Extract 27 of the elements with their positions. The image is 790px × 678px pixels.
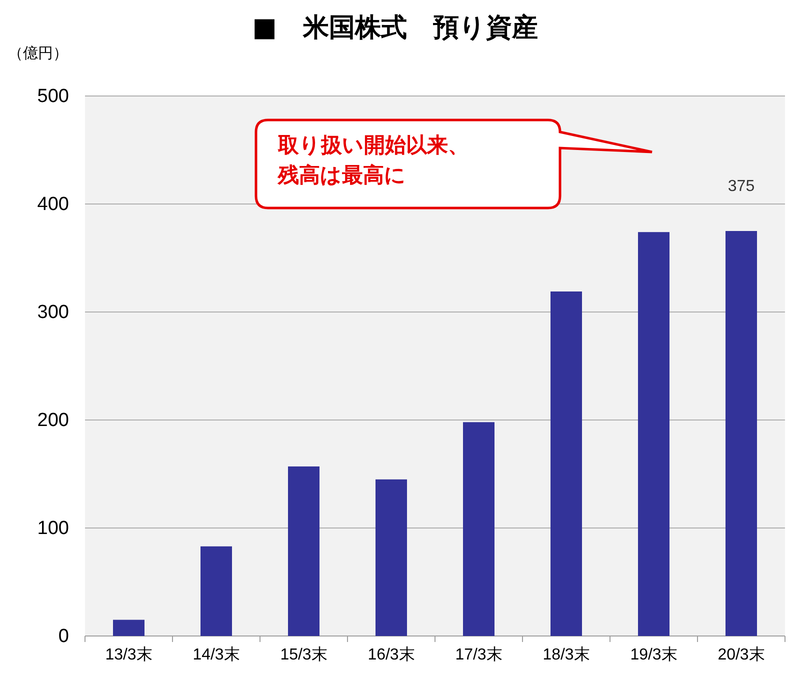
bar: [376, 479, 407, 636]
y-tick-label: 100: [37, 518, 69, 540]
bar: [638, 232, 670, 636]
chart-title: ■ 米国株式 預り資産: [252, 13, 538, 43]
bar: [463, 422, 494, 636]
x-tick-label: 18/3末: [542, 645, 590, 664]
y-axis-title: （億円）: [8, 44, 68, 62]
annotation: 取り扱い開始以来、: [277, 133, 469, 157]
data-label: 375: [728, 178, 755, 195]
bar: [550, 291, 582, 636]
x-tick-label: 20/3末: [718, 645, 765, 664]
x-tick-label: 17/3末: [455, 645, 502, 664]
y-tick-label: 300: [37, 302, 69, 324]
bar: [113, 620, 144, 636]
x-tick-label: 13/3末: [105, 645, 152, 664]
y-tick-label: 500: [37, 86, 69, 108]
x-tick-label: 16/3末: [368, 645, 415, 664]
y-tick-label: 200: [37, 410, 69, 432]
y-tick-label: 0: [58, 626, 69, 648]
x-tick-label: 15/3末: [280, 645, 328, 664]
x-tick-label: 14/3末: [192, 645, 240, 664]
bar: [200, 546, 232, 636]
x-tick-label: 19/3末: [630, 645, 678, 664]
bar: [288, 466, 320, 636]
annotation: 残高は最高に: [277, 163, 406, 187]
y-tick-label: 400: [37, 194, 69, 216]
bar: [726, 231, 757, 636]
